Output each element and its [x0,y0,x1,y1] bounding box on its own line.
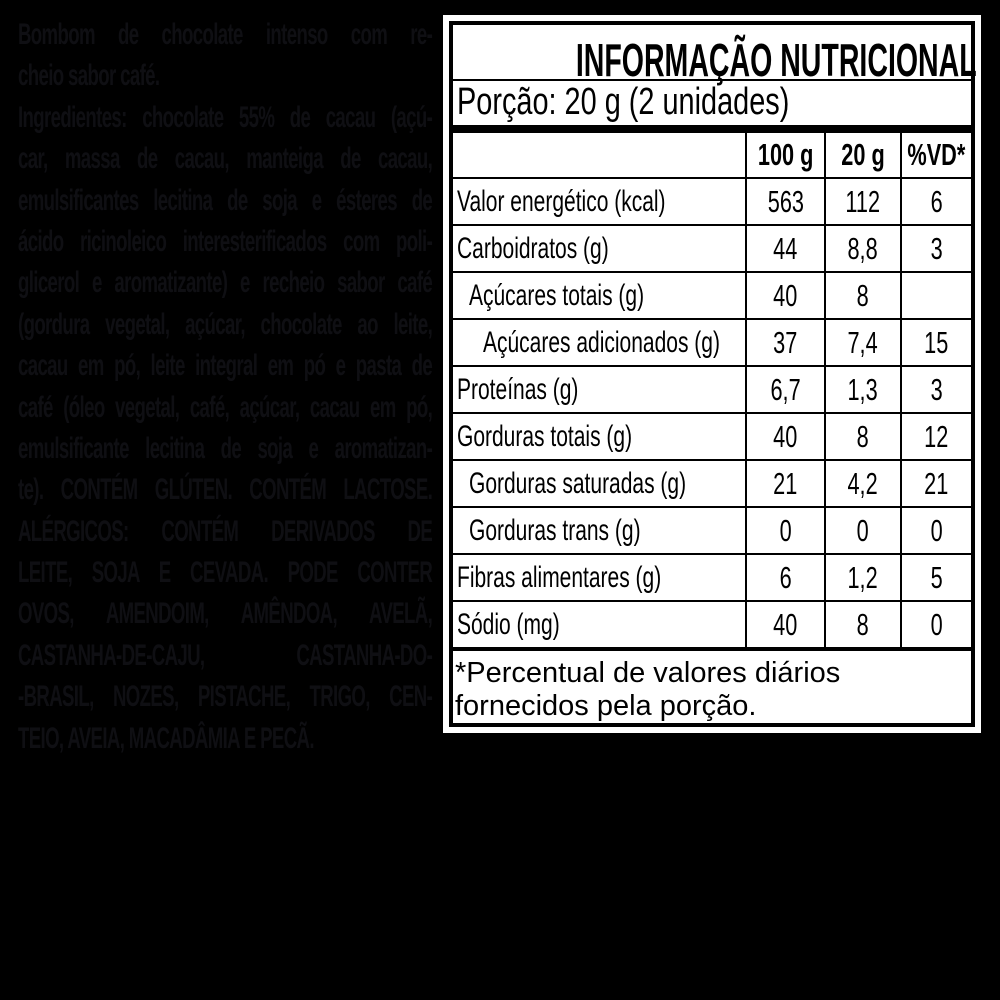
value-per-100g: 37 [745,320,824,366]
table-row: Gorduras saturadas (g) 21 4,2 21 [453,461,971,509]
nutrition-rows: Valor energético (kcal) 563 112 6 Carboidrat… [453,179,971,648]
description-line: Ingredientes: chocolate 55% de cacau (aç… [18,100,433,134]
column-header-100g: 100 g [745,133,824,178]
value-percent-vd: 5 [900,555,971,601]
description-line: car, massa de cacau, manteiga de cacau, [18,142,433,176]
value-percent-vd: 0 [900,508,971,554]
value-percent-vd: 3 [900,226,971,272]
product-description: Bombom de chocolate intenso com re-cheio… [18,14,433,759]
nutrient-label: Proteínas (g) [457,372,579,406]
nutrition-title-block: INFORMAÇÃO NUTRICIONAL [453,25,977,86]
value-per-20g: 7,4 [824,320,900,366]
nutrition-title: INFORMAÇÃO NUTRICIONAL [575,34,977,86]
value-per-100g: 40 [745,414,824,460]
value-per-20g: 112 [824,179,900,225]
value-per-20g: 1,3 [824,367,900,413]
column-header-vd: %VD* [900,133,971,178]
description-line: Bombom de chocolate intenso com re- [18,18,433,51]
description-line: LEITE, SOJA E CEVADA. PODE CONTER [18,556,433,590]
value-per-100g: 40 [745,602,824,648]
description-line: ácido ricinoleico interesterificados com… [18,224,433,258]
description-line: (gordura vegetal, açúcar, chocolate ao l… [18,307,433,341]
table-header-row: 100 g 20 g %VD* [453,133,971,180]
nutrient-label: Gorduras totais (g) [457,419,633,453]
value-per-20g: 8 [824,602,900,648]
value-percent-vd [900,273,971,319]
table-row: Açúcares totais (g) 40 8 [453,273,971,321]
nutrient-label: Valor energético (kcal) [457,184,666,218]
serving-size-block: Porção: 20 g (2 unidades) [453,81,971,125]
value-percent-vd: 0 [900,602,971,648]
serving-size: Porção: 20 g (2 unidades) [457,81,790,124]
column-header-20g: 20 g [824,133,900,178]
table-row: Fibras alimentares (g) 6 1,2 5 [453,555,971,603]
description-line: glicerol e aromatizante) e recheio sabor… [18,266,433,300]
value-per-100g: 6,7 [745,367,824,413]
table-top-bar [453,124,971,134]
description-line: -BRASIL, NOZES, PISTACHE, TRIGO, CEN- [18,680,433,714]
description-line: TEIO, AVEIA, MACADÂMIA E PECÃ. [18,721,315,755]
value-percent-vd: 12 [900,414,971,460]
description-line: emulsificantes lecitina de soja e éstere… [18,183,433,217]
value-per-100g: 21 [745,461,824,507]
value-per-20g: 8 [824,414,900,460]
value-per-20g: 4,2 [824,461,900,507]
table-row: Valor energético (kcal) 563 112 6 [453,179,971,227]
value-percent-vd: 21 [900,461,971,507]
value-per-100g: 44 [745,226,824,272]
value-percent-vd: 6 [900,179,971,225]
footnote-block: *Percentual de valores diários fornecido… [453,651,971,723]
description-line: cacau em pó, leite integral em pó e past… [18,349,433,383]
nutrient-label: Gorduras saturadas (g) [469,466,687,500]
value-per-100g: 6 [745,555,824,601]
description-line: ALÉRGICOS: CONTÉM DERIVADOS DE [18,514,433,548]
nutrient-label: Gorduras trans (g) [469,513,641,547]
nutrient-label: Açúcares totais (g) [469,278,645,312]
table-row: Açúcares adicionados (g) 37 7,4 15 [453,320,971,368]
value-per-20g: 8 [824,273,900,319]
value-per-20g: 0 [824,508,900,554]
corner-cell [453,133,745,177]
description-line: CASTANHA-DE-CAJU, CASTANHA-DO- [18,638,433,672]
value-percent-vd: 15 [900,320,971,366]
table-bottom-bar [453,647,971,651]
nutrition-facts-panel: INFORMAÇÃO NUTRICIONAL Porção: 20 g (2 u… [443,15,981,733]
table-row: Sódio (mg) 40 8 0 [453,602,971,648]
value-per-20g: 8,8 [824,226,900,272]
table-row: Gorduras trans (g) 0 0 0 [453,508,971,556]
table-row: Carboidratos (g) 44 8,8 3 [453,226,971,274]
nutrient-label: Fibras alimentares (g) [457,560,662,594]
nutrient-label: Carboidratos (g) [457,231,609,265]
value-per-100g: 40 [745,273,824,319]
table-row: Gorduras totais (g) 40 8 12 [453,414,971,462]
nutrient-label: Sódio (mg) [457,607,560,641]
value-per-20g: 1,2 [824,555,900,601]
footnote: *Percentual de valores diários fornecido… [455,657,841,722]
value-per-100g: 0 [745,508,824,554]
description-line: emulsificante lecitina de soja e aromati… [18,431,433,465]
nutrition-facts-frame: INFORMAÇÃO NUTRICIONAL Porção: 20 g (2 u… [449,21,977,727]
description-line: OVOS, AMENDOIM, AMÊNDOA, AVELÃ, [18,597,433,631]
value-per-100g: 563 [745,179,824,225]
value-percent-vd: 3 [900,367,971,413]
table-row: Proteínas (g) 6,7 1,3 3 [453,367,971,415]
nutrient-label: Açúcares adicionados (g) [483,325,720,359]
description-line: te). CONTÉM GLÚTEN. CONTÉM LACTOSE. [18,473,433,507]
description-line: café (óleo vegetal, café, açúcar, cacau … [18,390,433,424]
description-line: cheio sabor café. [18,59,160,93]
